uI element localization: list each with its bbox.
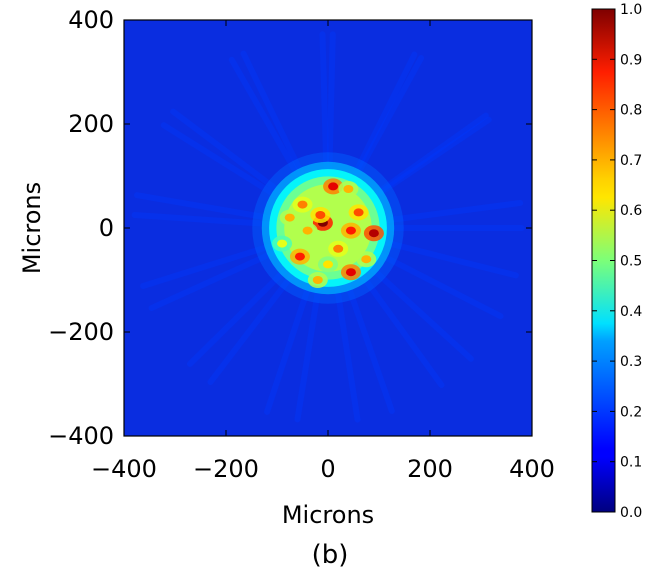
hot-spot xyxy=(361,255,372,264)
hot-spot xyxy=(333,244,344,253)
hot-spot xyxy=(297,200,308,209)
colorbar: 0.0 0.1 0.2 0.3 0.4 0.5 0.6 0.7 0.8 0.9 1.0 xyxy=(591,2,642,521)
hot-spot xyxy=(345,226,356,235)
speckle-ray xyxy=(148,250,276,312)
speckle-ray xyxy=(294,285,322,423)
y-tick-label: 400 xyxy=(68,6,114,34)
speckle-ray xyxy=(360,274,445,389)
y-axis-label: Microns xyxy=(18,182,46,274)
speckle-ray xyxy=(385,199,524,224)
hot-spot xyxy=(294,252,305,261)
x-tick-label: −400 xyxy=(91,455,157,483)
speckle-ray xyxy=(354,55,425,178)
x-tick-label: −200 xyxy=(193,455,259,483)
colorbar-tick-label: 0.0 xyxy=(620,505,642,521)
colorbar-tick-label: 0.1 xyxy=(620,455,642,471)
speckle-ray xyxy=(131,212,270,227)
colorbar-tick-label: 0.4 xyxy=(620,304,642,320)
hot-spot xyxy=(328,182,339,191)
speckle-ray xyxy=(207,273,294,386)
hot-spot xyxy=(284,213,295,222)
speckle-rays xyxy=(131,31,525,423)
y-axis-ticks: −400 −200 0 200 400 xyxy=(48,6,532,450)
speckle-ray xyxy=(240,50,305,176)
heatmap-plot-area xyxy=(124,20,532,436)
x-tick-label: 200 xyxy=(407,455,453,483)
speckle-ray xyxy=(160,122,280,199)
colorbar-tick-label: 0.8 xyxy=(620,103,642,119)
speckle-ray xyxy=(384,239,519,279)
colorbar-tick-label: 0.7 xyxy=(620,153,642,169)
y-tick-label: −200 xyxy=(48,318,114,346)
speckle-ray xyxy=(345,282,395,414)
speckle-ray xyxy=(228,56,301,178)
speckle-ray xyxy=(334,285,361,423)
colorbar-ticks: 0.0 0.1 0.2 0.3 0.4 0.5 0.6 0.7 0.8 0.9 1.0 xyxy=(592,2,642,521)
colorbar-tick-label: 0.6 xyxy=(620,203,642,219)
hot-spot xyxy=(277,239,288,248)
hot-spot xyxy=(323,260,333,269)
hot-spot xyxy=(302,226,313,235)
hot-spot xyxy=(343,185,354,193)
y-tick-label: 0 xyxy=(99,214,114,242)
speckle-ray xyxy=(264,283,312,415)
colorbar-tick-label: 0.2 xyxy=(620,404,642,420)
speckle-ray xyxy=(326,31,336,170)
colorbar-tick-label: 0.3 xyxy=(620,354,642,370)
speckle-ray xyxy=(352,51,418,177)
speckle-ray xyxy=(375,116,492,197)
hot-spot xyxy=(312,276,323,284)
hot-spot xyxy=(315,211,326,219)
figure-caption: (b) xyxy=(311,540,349,570)
speckle-ray xyxy=(133,192,271,221)
speckle-ray xyxy=(374,112,489,196)
x-axis-label: Microns xyxy=(282,501,374,529)
speckle-ray xyxy=(170,108,283,195)
x-axis-ticks: −400 −200 0 200 400 xyxy=(91,20,555,483)
speckle-ray xyxy=(370,266,474,362)
hot-spot xyxy=(353,208,364,217)
hot-spot xyxy=(345,268,356,277)
speckle-ray xyxy=(319,31,330,170)
x-tick-label: 0 xyxy=(320,455,335,483)
speckle-ray xyxy=(379,252,504,320)
colorbar-tick-label: 0.5 xyxy=(620,254,642,270)
colorbar-tick-label: 1.0 xyxy=(620,2,642,18)
speckle-ray xyxy=(186,267,288,367)
hot-spots xyxy=(272,178,384,288)
colorbar-tick-label: 0.9 xyxy=(620,52,642,68)
y-tick-label: −400 xyxy=(48,422,114,450)
speckle-ray xyxy=(140,243,273,289)
hot-spot xyxy=(368,229,379,238)
x-tick-label: 400 xyxy=(509,455,555,483)
y-tick-label: 200 xyxy=(68,110,114,138)
